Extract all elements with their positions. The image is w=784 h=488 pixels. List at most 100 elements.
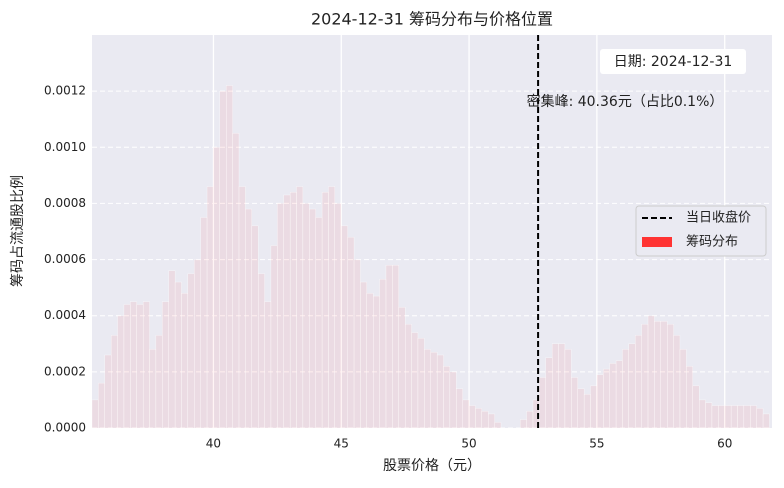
bar xyxy=(628,343,636,429)
y-tick-label: 0.0006 xyxy=(44,252,86,266)
bar xyxy=(379,279,387,429)
bar xyxy=(756,408,764,429)
bar xyxy=(219,90,227,429)
bar xyxy=(424,349,431,429)
x-tick-label: 60 xyxy=(717,437,732,451)
bar xyxy=(711,405,719,429)
bar xyxy=(366,293,374,429)
bar xyxy=(647,315,655,429)
x-axis-label: 股票价格（元） xyxy=(383,458,481,474)
bar xyxy=(200,217,208,429)
annotation: 密集峰: 40.36元（占比0.1%） xyxy=(527,93,724,110)
bar xyxy=(168,270,176,429)
bar xyxy=(117,315,125,429)
bar xyxy=(245,208,252,429)
bar xyxy=(667,323,674,429)
bar xyxy=(750,405,757,429)
y-tick-label: 0.0010 xyxy=(44,140,86,154)
bar xyxy=(456,388,463,429)
bar xyxy=(123,304,131,429)
bar xyxy=(104,354,112,429)
bar xyxy=(277,203,284,429)
bar xyxy=(398,307,406,429)
bar xyxy=(289,192,297,429)
bar xyxy=(392,265,399,429)
bar xyxy=(430,352,438,429)
bar xyxy=(564,349,572,429)
bar xyxy=(737,405,745,429)
bar xyxy=(258,273,265,429)
bar xyxy=(577,388,585,429)
bar xyxy=(596,374,604,429)
bar xyxy=(98,382,105,429)
bar xyxy=(130,301,137,429)
x-tick-label: 40 xyxy=(206,437,221,451)
bar xyxy=(526,411,534,429)
bar xyxy=(730,405,738,429)
bar xyxy=(341,225,348,429)
bar xyxy=(296,186,304,429)
bar xyxy=(622,349,629,429)
bar xyxy=(443,366,451,429)
bar xyxy=(462,399,470,429)
bar xyxy=(705,402,713,429)
bar xyxy=(552,343,559,429)
bar xyxy=(232,133,240,429)
bar xyxy=(111,335,118,429)
bar xyxy=(762,413,770,429)
bar xyxy=(698,399,706,429)
bar xyxy=(673,335,681,429)
bar xyxy=(238,186,246,429)
y-axis-label: 筹码占流通股比例 xyxy=(9,175,26,287)
bar xyxy=(603,368,610,429)
bar xyxy=(558,343,566,429)
bar xyxy=(213,147,220,429)
bar xyxy=(181,293,189,429)
legend-label: 当日收盘价 xyxy=(686,210,751,226)
bar xyxy=(654,321,661,429)
bar xyxy=(162,301,169,429)
bar xyxy=(385,265,393,429)
legend-label: 筹码分布 xyxy=(686,234,738,250)
bar xyxy=(571,377,578,429)
bar xyxy=(718,405,725,429)
bar xyxy=(91,399,99,429)
bar xyxy=(334,203,342,429)
bar xyxy=(615,360,623,429)
y-tick-label: 0.0002 xyxy=(44,364,86,378)
bar xyxy=(679,349,687,429)
bar xyxy=(136,304,144,429)
bar xyxy=(743,405,751,429)
bar xyxy=(302,203,310,429)
bar xyxy=(609,363,617,429)
bar xyxy=(187,273,195,429)
bar xyxy=(449,371,457,429)
bar xyxy=(481,411,489,429)
x-tick-label: 45 xyxy=(334,437,349,451)
bar xyxy=(251,225,259,429)
bar xyxy=(309,208,316,429)
bar xyxy=(417,338,425,429)
bar xyxy=(494,422,502,429)
bar xyxy=(635,335,642,429)
bar xyxy=(194,259,201,429)
x-tick-label: 50 xyxy=(461,437,476,451)
y-tick-label: 0.0008 xyxy=(44,196,86,210)
bar xyxy=(373,295,380,429)
annotation-box xyxy=(600,49,746,74)
legend-swatch xyxy=(642,237,672,247)
bar xyxy=(520,419,527,429)
bar xyxy=(321,192,329,429)
bar xyxy=(328,186,336,429)
bar xyxy=(692,385,700,429)
bar xyxy=(686,366,693,429)
bar xyxy=(315,217,323,429)
bar xyxy=(226,85,233,429)
bar xyxy=(545,357,553,429)
bar xyxy=(641,323,649,429)
bar xyxy=(488,413,495,429)
chart-title: 2024-12-31 筹码分布与价格位置 xyxy=(311,10,553,29)
bar xyxy=(270,245,278,429)
bar xyxy=(142,301,150,429)
